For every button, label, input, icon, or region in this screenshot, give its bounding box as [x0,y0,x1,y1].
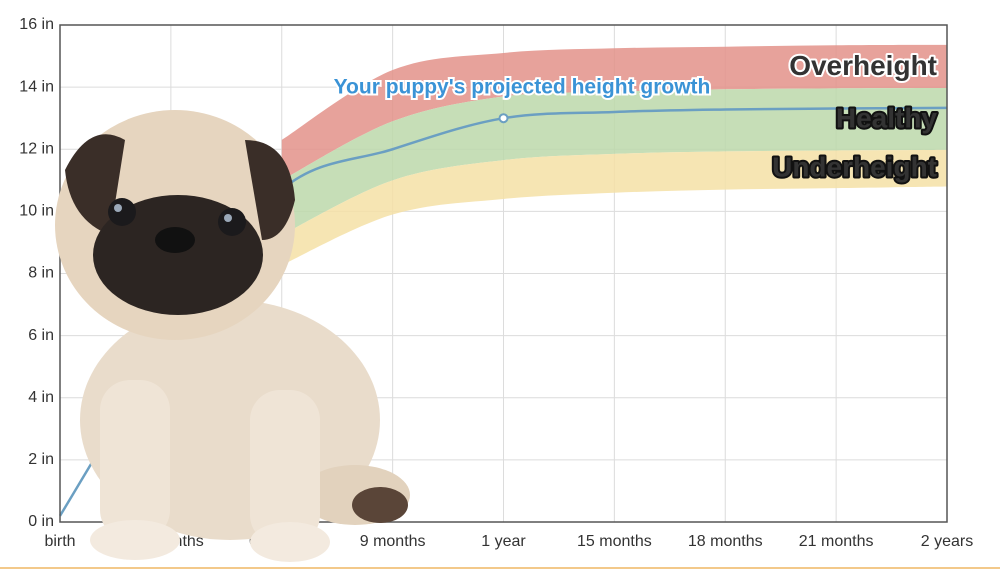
band-label: Healthy [836,102,938,133]
puppy-illustration [55,110,410,562]
y-tick-label: 10 in [19,203,54,220]
band-area [281,149,947,266]
plot-border [59,24,948,523]
band-label: Overheight [789,50,937,81]
y-tick-label: 12 in [19,140,54,157]
x-tick-label: 2 years [921,533,973,550]
x-tick-label: 1 year [481,533,526,550]
y-tick-label: 8 in [28,265,54,282]
band-area [281,88,947,235]
y-tick-label: 4 in [28,389,54,406]
band-area [281,44,947,181]
x-tick-label: 15 months [577,533,652,550]
growth-point [498,113,509,124]
x-tick-label: 18 months [688,533,763,550]
y-tick-label: 0 in [28,513,54,530]
annotation: Your puppy's projected height growth [334,76,711,99]
y-tick-label: 6 in [28,327,54,344]
y-tick-label: 16 in [19,16,54,33]
x-tick-label: 9 months [360,533,426,550]
y-tick-label: 14 in [19,78,54,95]
band-label: Underheight [772,152,937,183]
x-tick-label: birth [44,533,75,550]
x-tick-label: 21 months [799,533,874,550]
y-tick-label: 2 in [28,451,54,468]
